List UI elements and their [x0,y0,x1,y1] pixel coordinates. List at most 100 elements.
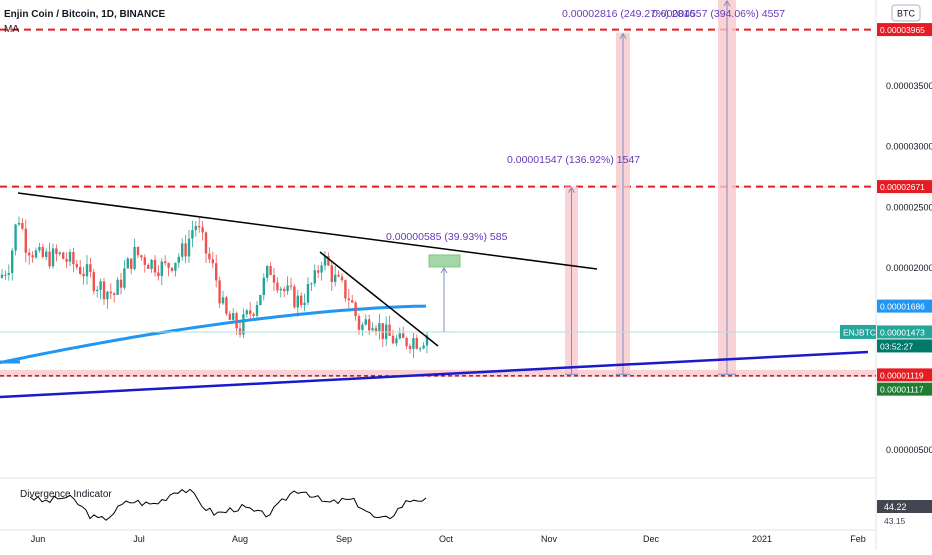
candle-body[interactable] [381,323,384,339]
candle-body[interactable] [391,335,395,344]
candle-body[interactable] [92,272,95,291]
candle-body[interactable] [415,338,418,349]
candle-body[interactable] [320,265,323,273]
candle-body[interactable] [221,297,225,304]
candle-body[interactable] [11,250,14,274]
candle-body[interactable] [68,251,72,262]
candle-body[interactable] [136,246,140,256]
candle-body[interactable] [337,274,340,277]
candle-body[interactable] [412,338,415,349]
candle-body[interactable] [238,328,242,335]
price-axis[interactable]: 0.00003500 0.00003000 0.00002500 0.00002000… [886,81,932,455]
candle-body[interactable] [334,274,337,282]
candle-body[interactable] [378,323,381,332]
candle-body[interactable] [191,230,194,239]
candle-body[interactable] [371,328,374,331]
candle-body[interactable] [249,310,252,314]
candle-body[interactable] [262,277,265,295]
candle-body[interactable] [184,243,187,257]
candle-body[interactable] [21,222,24,229]
candle-body[interactable] [109,291,112,294]
candle-body[interactable] [296,295,299,308]
candle-body[interactable] [283,288,286,292]
candle-body[interactable] [130,258,133,270]
candle-body[interactable] [235,313,238,329]
candle-body[interactable] [55,248,58,255]
candle-body[interactable] [408,346,412,349]
candle-body[interactable] [300,295,303,306]
candle-body[interactable] [289,285,293,287]
candle-body[interactable] [402,333,405,338]
candle-body[interactable] [48,251,51,267]
candles-layer[interactable] [0,216,876,359]
candle-body[interactable] [116,279,119,295]
candle-body[interactable] [4,274,7,276]
candle-body[interactable] [164,261,167,264]
candle-body[interactable] [177,256,180,263]
candle-body[interactable] [174,262,177,271]
candle-body[interactable] [51,248,55,267]
candle-body[interactable] [167,263,170,268]
candle-body[interactable] [133,246,136,270]
candle-body[interactable] [340,276,344,281]
candle-body[interactable] [425,335,429,346]
candle-body[interactable] [181,243,184,257]
candle-body[interactable] [75,264,78,268]
candle-body[interactable] [201,227,204,233]
candle-body[interactable] [272,275,276,283]
candle-body[interactable] [170,267,174,271]
candle-body[interactable] [361,324,364,330]
trendlines-layer[interactable] [0,192,869,399]
candle-body[interactable] [99,281,102,290]
candle-body[interactable] [85,264,89,277]
candle-body[interactable] [34,250,38,258]
candle-body[interactable] [41,247,44,257]
candle-body[interactable] [255,304,259,316]
candle-body[interactable] [45,251,48,257]
candle-body[interactable] [317,270,320,273]
candle-body[interactable] [24,228,27,253]
candle-body[interactable] [347,298,350,301]
candle-body[interactable] [7,273,10,275]
ascending-support-line[interactable] [0,350,869,399]
candle-body[interactable] [398,333,401,339]
candle-body[interactable] [330,265,333,282]
candle-body[interactable] [160,261,163,277]
candle-body[interactable] [276,282,279,291]
candle-body[interactable] [293,286,296,308]
candle-body[interactable] [102,281,106,300]
candle-body[interactable] [354,302,357,317]
candle-body[interactable] [147,264,150,269]
candle-body[interactable] [218,280,221,304]
candle-body[interactable] [310,283,313,285]
candle-body[interactable] [259,294,262,305]
candle-body[interactable] [119,279,123,288]
candle-body[interactable] [28,252,31,256]
candle-body[interactable] [208,253,211,260]
candle-body[interactable] [232,313,235,320]
candle-body[interactable] [419,348,422,350]
candle-body[interactable] [266,266,269,278]
candle-body[interactable] [157,272,160,277]
candle-body[interactable] [374,328,378,332]
candle-body[interactable] [204,232,208,254]
upper-trendline[interactable] [17,192,598,270]
candle-body[interactable] [14,224,17,251]
candle-body[interactable] [405,337,408,347]
candle-body[interactable] [357,316,361,330]
candle-body[interactable] [269,266,272,276]
candle-body[interactable] [17,222,21,225]
candle-body[interactable] [143,257,146,265]
short-downtrend-line[interactable] [319,251,439,347]
candle-body[interactable] [395,338,398,344]
currency-badge[interactable] [891,4,921,22]
candle-body[interactable] [422,345,425,349]
candle-body[interactable] [89,264,92,273]
candle-body[interactable] [153,259,157,273]
candle-body[interactable] [279,288,282,291]
candle-body[interactable] [364,319,367,325]
candle-body[interactable] [252,313,255,316]
candle-body[interactable] [225,297,228,314]
candle-body[interactable] [113,293,116,295]
candle-body[interactable] [58,252,61,255]
